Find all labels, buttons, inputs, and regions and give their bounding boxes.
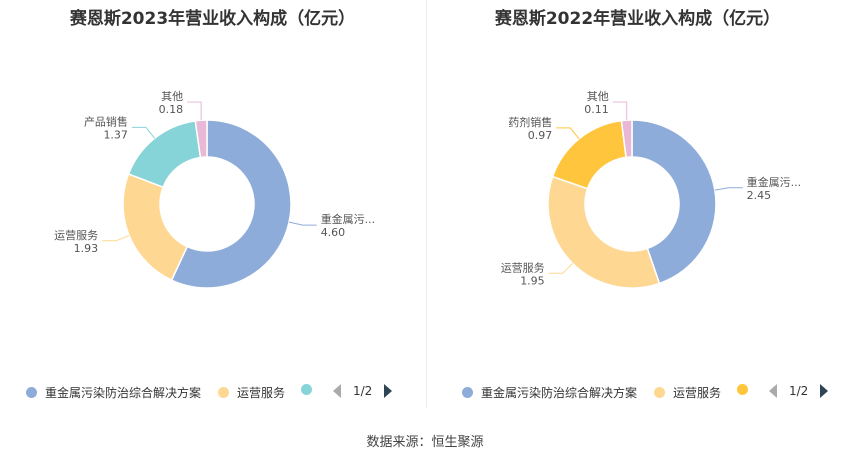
next-page-icon[interactable] bbox=[384, 384, 393, 398]
legend-pager: 1/2 bbox=[333, 384, 393, 398]
slice-value-label: 0.18 bbox=[159, 103, 184, 116]
donut-slice[interactable] bbox=[631, 119, 717, 285]
prev-page-icon[interactable] bbox=[333, 384, 341, 398]
slice-label: 其他 bbox=[587, 90, 609, 103]
legend-item[interactable]: 运营服务 bbox=[218, 384, 285, 401]
slice-value-label: 1.37 bbox=[103, 128, 128, 141]
donut-slice[interactable] bbox=[551, 119, 627, 190]
label-leader-line bbox=[187, 101, 202, 121]
legend-label: 运营服务 bbox=[237, 386, 286, 400]
slice-value-label: 1.93 bbox=[74, 242, 99, 255]
label-leader-line bbox=[556, 127, 580, 140]
legend-page-indicator: 1/2 bbox=[353, 384, 373, 398]
label-leader-line bbox=[714, 187, 743, 191]
panel-divider bbox=[426, 0, 427, 408]
next-page-icon[interactable] bbox=[820, 384, 829, 398]
label-leader-line bbox=[612, 101, 628, 121]
legend-label: 重金属污染防治综合解决方案 bbox=[45, 386, 202, 400]
slice-label: 药剂销售 bbox=[508, 115, 552, 129]
slice-label: 其他 bbox=[161, 90, 183, 103]
slice-value-label: 4.60 bbox=[321, 226, 346, 239]
donut-slice[interactable] bbox=[122, 173, 189, 282]
slice-value-label: 2.45 bbox=[747, 189, 772, 202]
label-leader-line bbox=[131, 126, 156, 139]
donut-slice[interactable] bbox=[620, 119, 633, 159]
legend-item[interactable] bbox=[737, 384, 756, 395]
prev-page-icon[interactable] bbox=[769, 384, 777, 398]
legend-label: 运营服务 bbox=[673, 386, 722, 400]
slice-label: 产品销售 bbox=[84, 114, 128, 128]
legend-item[interactable]: 重金属污染防治综合解决方案 bbox=[26, 384, 201, 401]
legend-marker bbox=[218, 387, 229, 398]
legend-marker bbox=[462, 387, 473, 398]
slice-label: 运营服务 bbox=[501, 260, 545, 274]
legend-marker bbox=[737, 384, 748, 395]
slice-label: 重金属污... bbox=[747, 175, 802, 189]
donut-slice[interactable] bbox=[547, 175, 661, 289]
data-source-note: 数据来源：恒生聚源 bbox=[366, 435, 484, 450]
label-leader-line bbox=[288, 221, 317, 226]
donut-slice[interactable] bbox=[194, 119, 208, 159]
donut-slice[interactable] bbox=[170, 119, 292, 289]
donut-slice[interactable] bbox=[127, 119, 202, 189]
legend-page-indicator: 1/2 bbox=[789, 384, 809, 398]
slice-label: 重金属污... bbox=[321, 212, 376, 226]
legend-label: 重金属污染防治综合解决方案 bbox=[481, 386, 638, 400]
chart-panel-2023: 赛恩斯2023年营业收入构成（亿元） 重金属污... 4.60 运营服务 1.93 产品… bbox=[0, 0, 425, 420]
label-leader-line bbox=[548, 263, 573, 274]
chart-panel-2022: 赛恩斯2022年营业收入构成（亿元） 重金属污... 2.45 运营服务 1.95 药剂… bbox=[425, 0, 850, 420]
legend-item[interactable]: 运营服务 bbox=[654, 384, 721, 401]
slice-value-label: 1.95 bbox=[520, 274, 545, 287]
chart-legend: 重金属污染防治综合解决方案 运营服务 1/2 bbox=[425, 384, 850, 404]
legend-marker bbox=[301, 384, 312, 395]
slice-value-label: 0.11 bbox=[584, 103, 609, 116]
slice-value-label: 0.97 bbox=[528, 129, 553, 142]
chart-title: 赛恩斯2023年营业收入构成（亿元） bbox=[69, 9, 356, 29]
legend-item[interactable]: 重金属污染防治综合解决方案 bbox=[462, 384, 637, 401]
chart-title: 赛恩斯2022年营业收入构成（亿元） bbox=[494, 9, 781, 29]
chart-legend: 重金属污染防治综合解决方案 运营服务 1/2 bbox=[0, 384, 425, 404]
legend-pager: 1/2 bbox=[769, 384, 829, 398]
legend-marker bbox=[26, 387, 37, 398]
slice-label: 运营服务 bbox=[54, 228, 98, 242]
legend-marker bbox=[654, 387, 665, 398]
legend-item[interactable] bbox=[301, 384, 320, 395]
label-leader-line bbox=[102, 235, 130, 242]
